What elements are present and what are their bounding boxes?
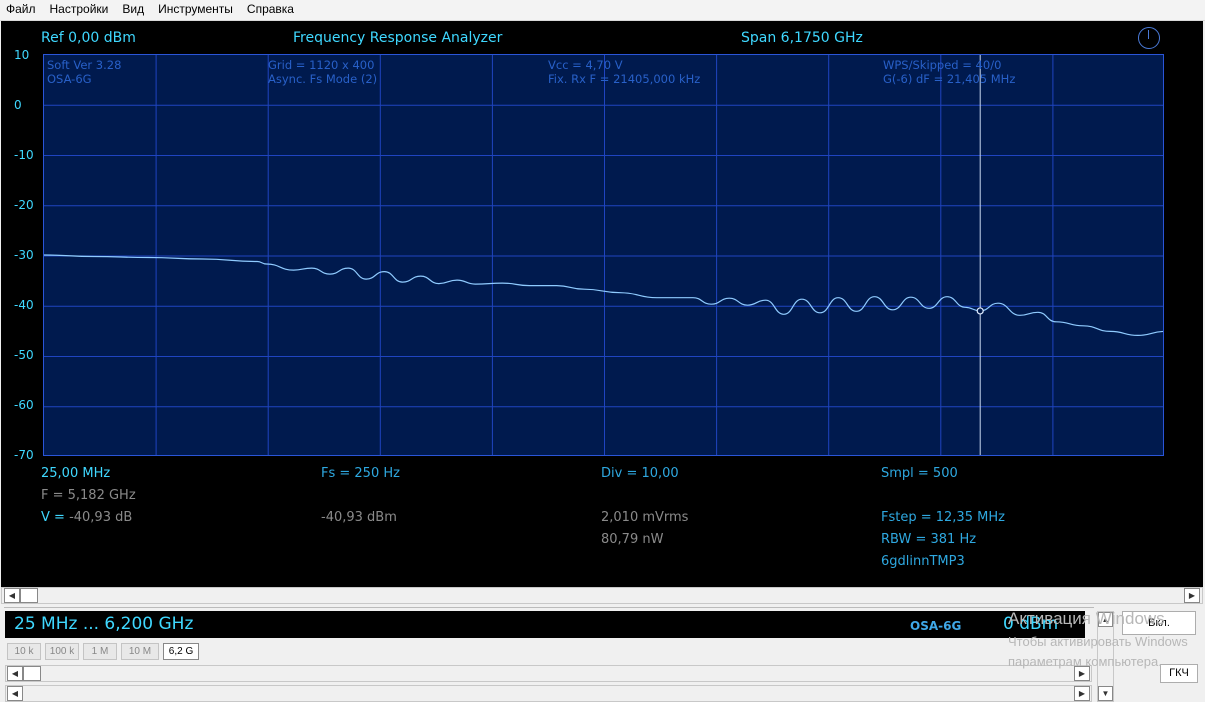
watermark-line-2: Чтобы активировать Windows xyxy=(1008,634,1188,649)
scroll-thumb[interactable] xyxy=(23,666,41,681)
power-icon[interactable] xyxy=(1138,27,1160,49)
fstep-readout: Fstep = 12,35 MHz xyxy=(881,510,1005,525)
v-value: -40,93 dB xyxy=(69,510,133,525)
y-tick-label: -40 xyxy=(14,298,34,312)
device-label: OSA-6G xyxy=(910,619,962,633)
output-level: 0 dBm xyxy=(1003,614,1059,634)
y-tick-label: -70 xyxy=(14,448,34,462)
gkch-button[interactable]: ГКЧ xyxy=(1160,664,1198,683)
fs-readout: Fs = 250 Hz xyxy=(321,466,400,481)
start-frequency: 25,00 MHz xyxy=(41,466,111,481)
scroll-right-icon[interactable]: ▶ xyxy=(1184,588,1200,603)
tab-10k[interactable]: 10 k xyxy=(7,643,41,660)
divider xyxy=(4,607,1094,608)
menu-bar: Файл Настройки Вид Инструменты Справка xyxy=(0,0,1205,21)
soft-version: Soft Ver 3.28 xyxy=(47,58,122,72)
analyzer-title: Frequency Response Analyzer xyxy=(293,30,503,46)
nw-readout: 80,79 nW xyxy=(601,532,664,547)
analyzer-screen: Ref 0,00 dBm Frequency Response Analyzer… xyxy=(1,21,1203,587)
watermark-title: Активация Windows xyxy=(1008,609,1165,628)
fs-mode-info: Async. Fs Mode (2) xyxy=(268,72,378,86)
gdf-info: G(-6) dF = 21,405 MHz xyxy=(883,72,1016,86)
span-readout: Span 6,1750 GHz xyxy=(741,30,863,46)
scroll-left-icon[interactable]: ◀ xyxy=(4,588,20,603)
vcc-info: Vcc = 4,70 V xyxy=(548,58,623,72)
y-tick-label: 10 xyxy=(14,48,30,62)
watermark-line-3: параметрам компьютера. xyxy=(1008,654,1162,669)
smpl-readout: Smpl = 500 xyxy=(881,466,958,481)
tab-100k[interactable]: 100 k xyxy=(45,643,79,660)
main-horizontal-scrollbar[interactable]: ◀ ▶ xyxy=(1,587,1203,604)
y-tick-label: 0 xyxy=(14,98,22,112)
scroll-left-icon[interactable]: ◀ xyxy=(7,686,23,701)
ref-level: Ref 0,00 dBm xyxy=(41,30,136,46)
rbw-readout: RBW = 381 Hz xyxy=(881,532,977,547)
file-name: 6gdlinnTMP3 xyxy=(881,554,965,569)
menu-file[interactable]: Файл xyxy=(6,2,36,16)
y-tick-label: -10 xyxy=(14,148,34,162)
menu-help[interactable]: Справка xyxy=(246,2,294,16)
scroll-thumb[interactable] xyxy=(20,588,38,603)
wps-info: WPS/Skipped = 40/0 xyxy=(883,58,1002,72)
vertical-scrollbar[interactable]: ▲ ▼ xyxy=(1097,611,1114,702)
grid-info: Grid = 1120 x 400 xyxy=(268,58,375,72)
div-readout: Div = 10,00 xyxy=(601,466,679,481)
scroll-right-icon[interactable]: ▶ xyxy=(1074,686,1090,701)
marker-level: V = -40,93 dB xyxy=(41,510,132,525)
dbm-readout: -40,93 dBm xyxy=(321,510,397,525)
menu-tools[interactable]: Инструменты xyxy=(158,2,233,16)
scroll-right-icon[interactable]: ▶ xyxy=(1074,666,1090,681)
on-button[interactable]: Вкл. xyxy=(1122,611,1196,635)
bottom-horizontal-scrollbar[interactable]: ◀ ▶ xyxy=(5,685,1092,702)
y-tick-label: -60 xyxy=(14,398,34,412)
menu-settings[interactable]: Настройки xyxy=(49,2,109,16)
frequency-range: 25 MHz ... 6,200 GHz xyxy=(14,614,194,634)
tab-6-2g[interactable]: 6,2 G xyxy=(163,643,199,660)
tab-10m[interactable]: 10 M xyxy=(121,643,159,660)
scroll-up-icon[interactable]: ▲ xyxy=(1098,612,1113,627)
mvrms-readout: 2,010 mVrms xyxy=(601,510,689,525)
fix-rx-info: Fix. Rx F = 21405,000 kHz xyxy=(548,72,701,86)
y-tick-label: -20 xyxy=(14,198,34,212)
scroll-left-icon[interactable]: ◀ xyxy=(7,666,23,681)
y-tick-label: -30 xyxy=(14,248,34,262)
marker-frequency: F = 5,182 GHz xyxy=(41,488,136,503)
v-label: V = xyxy=(41,510,70,525)
tab-1m[interactable]: 1 M xyxy=(83,643,117,660)
menu-view[interactable]: Вид xyxy=(122,2,145,16)
secondary-horizontal-scrollbar[interactable]: ◀ ▶ xyxy=(5,665,1092,682)
plot-area[interactable]: Soft Ver 3.28 OSA-6G Grid = 1120 x 400 A… xyxy=(43,54,1164,456)
device-model: OSA-6G xyxy=(47,72,92,86)
y-tick-label: -50 xyxy=(14,348,34,362)
frequency-range-bar: 25 MHz ... 6,200 GHz OSA-6G 0 dBm xyxy=(5,611,1085,638)
marker-point xyxy=(976,307,984,315)
frequency-response-chart xyxy=(44,55,1163,455)
scroll-down-icon[interactable]: ▼ xyxy=(1098,686,1113,701)
